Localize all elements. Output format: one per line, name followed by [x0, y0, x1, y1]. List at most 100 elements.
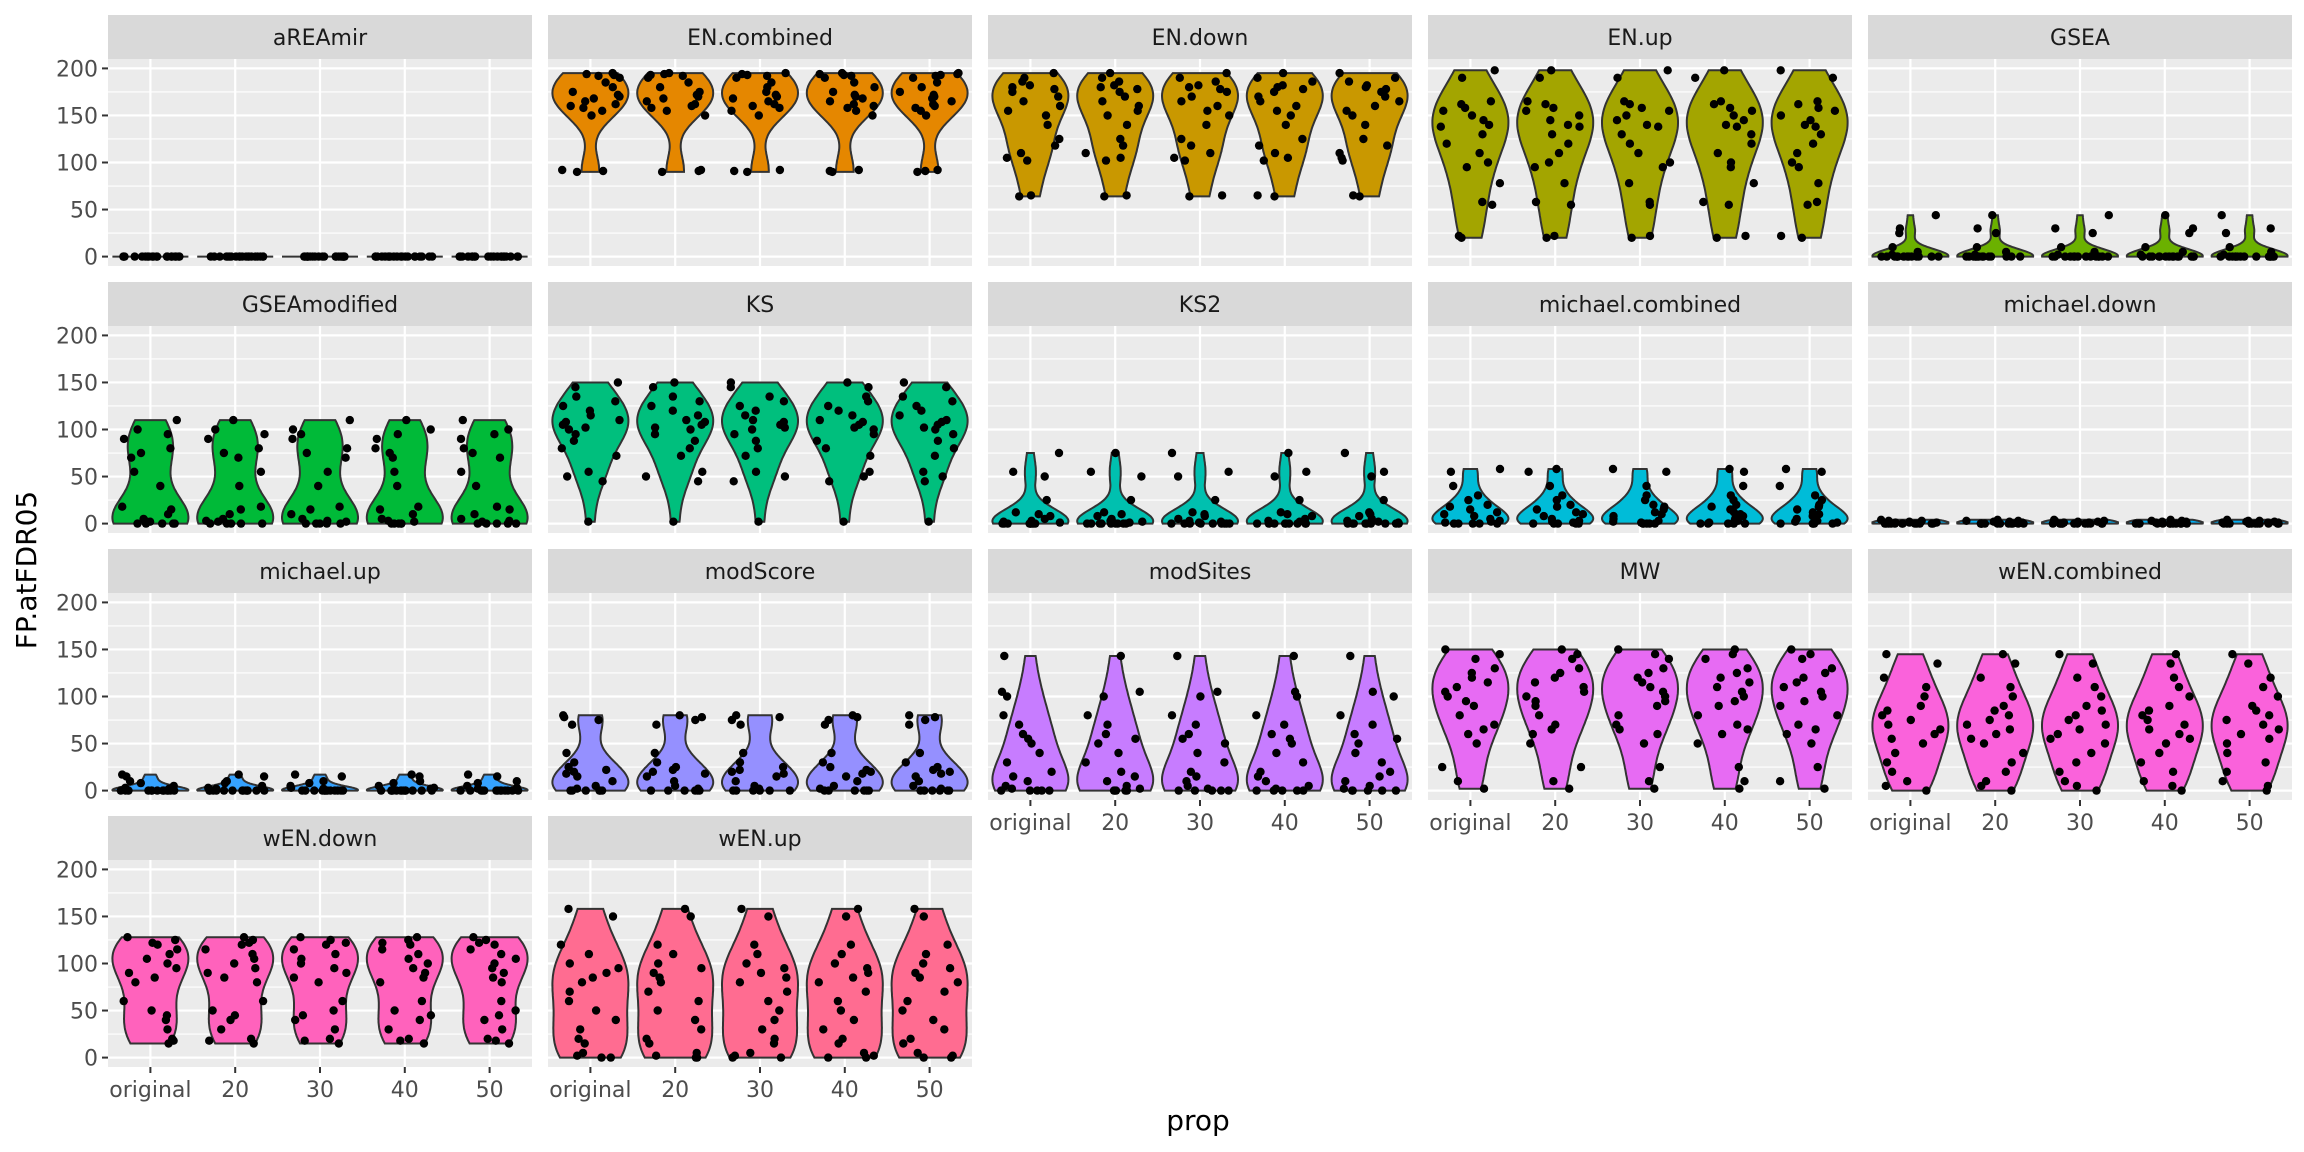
data-point — [493, 772, 502, 781]
data-point — [1492, 508, 1502, 517]
data-point — [248, 935, 258, 945]
data-point — [1348, 111, 1357, 120]
data-point — [219, 786, 229, 795]
data-point — [775, 165, 785, 175]
data-point — [1299, 786, 1308, 795]
data-point — [818, 758, 828, 767]
data-point — [1455, 711, 1464, 720]
data-point — [147, 1006, 156, 1015]
data-point — [2155, 252, 2164, 261]
data-point — [330, 786, 340, 795]
data-point — [2053, 729, 2062, 739]
data-point — [499, 968, 508, 978]
data-point — [930, 713, 940, 722]
data-point — [1733, 720, 1742, 729]
data-point — [2075, 725, 2084, 734]
data-point — [1367, 472, 1376, 481]
x-tick-label: 20 — [1101, 811, 1129, 836]
data-point — [608, 68, 617, 78]
data-point — [1645, 231, 1655, 241]
data-point — [1043, 120, 1052, 130]
data-point — [859, 1048, 869, 1058]
data-point — [859, 472, 868, 481]
facet-strip-label: GSEAmodified — [242, 293, 398, 318]
data-point — [865, 467, 874, 476]
data-point — [1814, 103, 1823, 113]
data-point — [396, 1036, 405, 1045]
data-point — [1522, 106, 1531, 116]
data-point — [1100, 192, 1109, 201]
data-point — [152, 252, 161, 261]
data-point — [756, 968, 766, 978]
data-point — [480, 1015, 489, 1025]
data-point — [1552, 502, 1562, 511]
data-point — [118, 502, 127, 511]
x-tick-label: 50 — [916, 1078, 944, 1103]
data-point — [750, 781, 759, 791]
data-point — [948, 397, 957, 406]
data-point — [1918, 739, 1928, 748]
data-point — [385, 448, 394, 458]
data-point — [785, 786, 795, 795]
data-point — [1188, 508, 1197, 517]
data-point — [237, 940, 246, 949]
data-point — [1479, 116, 1488, 125]
data-point — [463, 770, 473, 779]
x-tick-label: 30 — [1186, 811, 1214, 836]
data-point — [300, 1036, 309, 1045]
y-tick-label: 100 — [56, 152, 98, 177]
data-point — [651, 1051, 661, 1060]
data-point — [1554, 148, 1564, 158]
data-point — [1438, 762, 1447, 772]
data-point — [1292, 101, 1301, 111]
data-point — [669, 949, 678, 959]
data-point — [1977, 519, 1986, 528]
data-point — [2265, 711, 2274, 720]
data-point — [2097, 692, 2106, 701]
data-point — [606, 1053, 615, 1062]
data-point — [415, 1015, 424, 1025]
data-point — [136, 778, 145, 788]
data-point — [1705, 518, 1714, 527]
data-point — [490, 430, 499, 439]
data-point — [1884, 720, 1893, 729]
facet-strip — [1868, 282, 2292, 326]
data-point — [1794, 720, 1803, 729]
facet-panel: modSites original 20 30 40 50 — [988, 549, 1412, 836]
data-point — [229, 415, 238, 425]
data-point — [334, 1039, 343, 1048]
data-point — [256, 502, 266, 511]
data-point — [374, 781, 383, 791]
data-point — [1042, 495, 1051, 505]
data-point — [1966, 734, 1976, 743]
data-point — [384, 1025, 393, 1034]
data-point — [1464, 729, 1473, 739]
data-point — [1883, 706, 1892, 715]
data-point — [1930, 729, 1939, 739]
data-point — [1035, 748, 1044, 758]
data-point — [754, 517, 763, 526]
data-point — [736, 720, 745, 729]
data-point — [144, 252, 153, 261]
data-point — [2244, 516, 2253, 525]
data-point — [932, 78, 942, 87]
data-point — [694, 996, 703, 1006]
data-point — [913, 167, 922, 177]
data-point — [584, 467, 593, 476]
data-point — [505, 505, 514, 514]
data-point — [602, 968, 611, 978]
y-tick-label: 50 — [70, 466, 98, 491]
data-point — [202, 516, 211, 525]
data-point — [330, 964, 339, 973]
data-point — [1820, 784, 1829, 793]
data-point — [2046, 734, 2055, 743]
data-point — [1532, 505, 1542, 514]
data-point — [1350, 729, 1359, 739]
y-tick-label: 150 — [56, 371, 98, 396]
data-point — [252, 786, 261, 795]
data-point — [940, 987, 949, 996]
data-point — [2171, 650, 2181, 659]
data-point — [1622, 111, 1631, 120]
data-point — [378, 945, 387, 954]
